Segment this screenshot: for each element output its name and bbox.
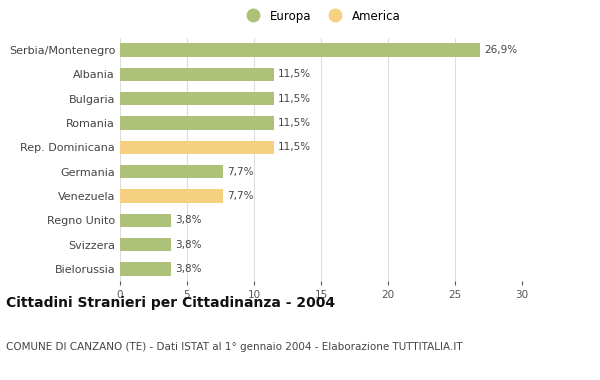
Bar: [120, 165, 223, 179]
Bar: [120, 141, 274, 154]
Bar: [120, 68, 274, 81]
Text: 11,5%: 11,5%: [278, 118, 311, 128]
Text: 26,9%: 26,9%: [484, 45, 518, 55]
Text: 3,8%: 3,8%: [175, 264, 202, 274]
Text: 3,8%: 3,8%: [175, 215, 202, 225]
Bar: [120, 238, 171, 252]
Text: 11,5%: 11,5%: [278, 70, 311, 79]
Text: 11,5%: 11,5%: [278, 94, 311, 104]
Text: COMUNE DI CANZANO (TE) - Dati ISTAT al 1° gennaio 2004 - Elaborazione TUTTITALIA: COMUNE DI CANZANO (TE) - Dati ISTAT al 1…: [6, 342, 463, 352]
Text: Cittadini Stranieri per Cittadinanza - 2004: Cittadini Stranieri per Cittadinanza - 2…: [6, 296, 335, 310]
Bar: [120, 262, 171, 276]
Text: 7,7%: 7,7%: [227, 191, 254, 201]
Bar: [120, 116, 274, 130]
Bar: [120, 43, 481, 57]
Text: 11,5%: 11,5%: [278, 142, 311, 152]
Text: 3,8%: 3,8%: [175, 240, 202, 250]
Legend: Europa, America: Europa, America: [237, 5, 405, 27]
Bar: [120, 189, 223, 203]
Text: 7,7%: 7,7%: [227, 167, 254, 177]
Bar: [120, 92, 274, 106]
Bar: [120, 214, 171, 227]
